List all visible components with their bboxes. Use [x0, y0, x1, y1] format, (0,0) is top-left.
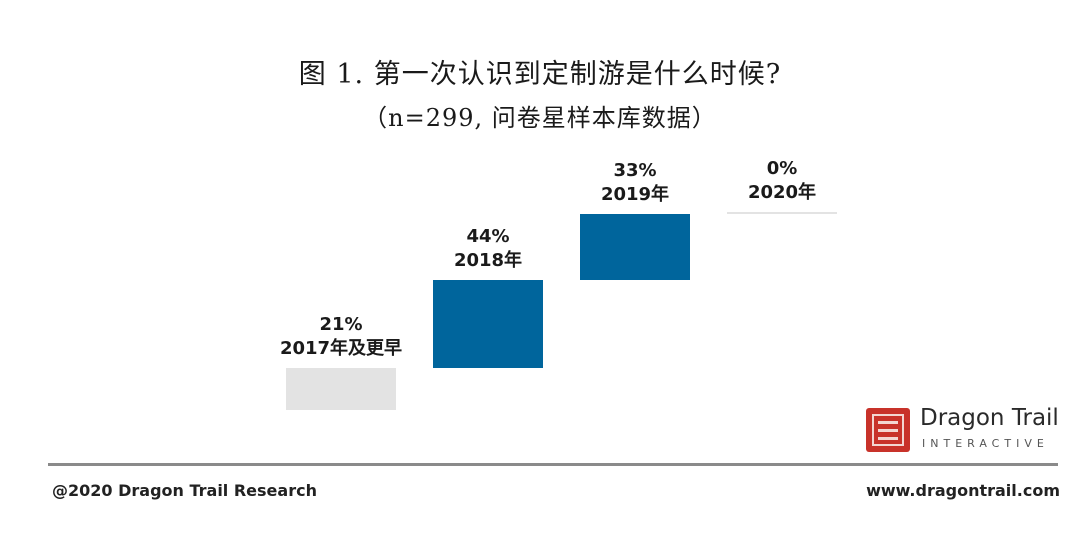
chart-subtitle: （n=299, 问卷星样本库数据）	[363, 104, 717, 132]
bar-2	[433, 280, 543, 368]
footer-copyright: @2020 Dragon Trail Research	[52, 481, 317, 500]
bar-1	[286, 368, 396, 410]
bar-value-label-4: 0%	[767, 158, 798, 179]
chart-title: 图 1. 第一次认识到定制游是什么时候?	[298, 59, 782, 90]
bar-3	[580, 214, 690, 280]
bar-category-label-3: 2019年	[601, 183, 669, 205]
logo-tagline: INTERACTIVE	[922, 437, 1049, 450]
footer-website: www.dragontrail.com	[866, 481, 1060, 500]
bar-value-label-1: 21%	[319, 314, 362, 335]
bar-value-label-3: 33%	[613, 160, 656, 181]
bar-category-label-4: 2020年	[748, 181, 816, 203]
bar-4	[727, 212, 837, 214]
bar-category-label-1: 2017年及更早	[280, 337, 402, 359]
waterfall-chart: 21%2017年及更早 44%2018年 33%2019年 0%2020年	[280, 158, 837, 410]
bar-category-label-2: 2018年	[454, 249, 522, 271]
seal-icon	[866, 408, 910, 452]
dragon-trail-logo: Dragon Trail INTERACTIVE	[866, 405, 1066, 458]
bar-value-label-2: 44%	[466, 226, 509, 247]
logo-name: Dragon Trail	[920, 405, 1059, 431]
footer-divider	[48, 463, 1058, 466]
